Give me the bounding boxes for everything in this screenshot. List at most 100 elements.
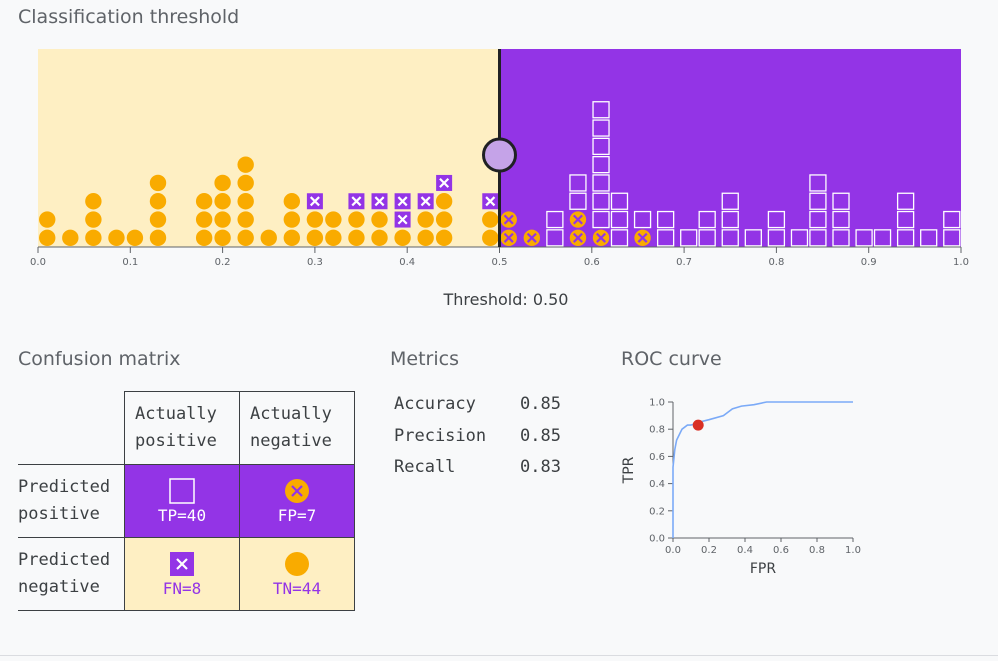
true-positive-mark xyxy=(721,192,739,210)
mark-cross xyxy=(637,232,648,243)
true-positive-mark xyxy=(873,229,892,247)
true-negative-mark xyxy=(435,229,453,247)
true-positive-mark xyxy=(633,210,652,229)
true-positive-mark xyxy=(592,192,610,210)
true-negative-mark xyxy=(85,211,102,228)
negative-circle xyxy=(435,211,453,228)
true-negative-mark xyxy=(108,229,125,247)
cm-row-header-negative-line2: negative xyxy=(18,577,100,597)
true-negative-mark xyxy=(149,229,167,247)
negative-circle xyxy=(348,211,365,228)
positive-crossed-square-icon xyxy=(170,551,194,576)
x-tick-label: 0.1 xyxy=(122,257,138,268)
roc-x-tick-label: 0.4 xyxy=(737,545,753,556)
negative-circle xyxy=(195,193,213,210)
positive-square xyxy=(680,229,698,247)
negative-circle xyxy=(39,229,56,247)
negative-circle xyxy=(237,174,254,192)
positive-square xyxy=(721,229,739,247)
true-negative-mark xyxy=(371,229,388,247)
true-positive-mark xyxy=(546,210,564,229)
cm-row-header-positive-line2: positive xyxy=(18,504,100,524)
negative-crossed-circle-icon xyxy=(285,478,309,503)
true-negative-mark xyxy=(237,156,254,173)
mark-cross xyxy=(572,214,583,225)
positive-square xyxy=(592,137,610,155)
true-positive-mark xyxy=(790,229,809,247)
true-positive-mark xyxy=(809,210,827,229)
positive-square xyxy=(767,229,786,247)
threshold-handle[interactable] xyxy=(482,137,517,173)
true-negative-mark xyxy=(62,229,79,247)
positive-square xyxy=(832,210,850,229)
fp-value: FP=7 xyxy=(277,505,317,525)
negative-circle xyxy=(325,211,342,228)
false-negative-mark xyxy=(348,193,365,210)
roc-x-tick-label: 0.2 xyxy=(701,545,717,556)
true-negative-mark xyxy=(482,229,499,247)
true-negative-mark xyxy=(371,211,388,228)
true-negative-mark xyxy=(260,229,277,247)
negative-circle xyxy=(149,174,167,192)
true-negative-mark xyxy=(214,174,231,192)
true-positive-mark xyxy=(896,229,915,247)
true-positive-mark xyxy=(592,174,610,192)
negative-circle xyxy=(417,211,434,228)
mark-cross xyxy=(503,214,514,225)
roc-y-tick-label: 1.0 xyxy=(649,398,665,409)
true-positive-mark xyxy=(832,210,850,229)
negative-circle xyxy=(283,193,301,210)
negative-circle xyxy=(306,229,324,247)
true-positive-mark xyxy=(592,156,610,174)
mark-cross xyxy=(420,196,431,207)
true-positive-mark xyxy=(569,192,587,210)
positive-square xyxy=(943,229,961,247)
roc-y-tick-label: 0.4 xyxy=(649,479,665,490)
negative-circle xyxy=(371,211,388,228)
negative-circle xyxy=(195,211,213,228)
true-positive-mark xyxy=(767,229,786,247)
cm-corner xyxy=(18,392,125,465)
true-negative-mark xyxy=(149,174,167,192)
mark-cross xyxy=(397,214,408,225)
metric-name: Accuracy xyxy=(394,394,476,414)
false-negative-mark xyxy=(417,193,434,210)
roc-x-tick-label: 0.6 xyxy=(773,545,789,556)
true-negative-mark xyxy=(325,211,342,228)
x-tick-label: 0.6 xyxy=(584,257,600,268)
negative-circle xyxy=(348,229,365,247)
true-negative-mark xyxy=(348,229,365,247)
false-negative-mark xyxy=(482,193,499,210)
roc-y-tick-label: 0.2 xyxy=(649,506,665,517)
true-positive-mark xyxy=(592,210,610,229)
x-tick-label: 0.5 xyxy=(492,257,508,268)
negative-circle xyxy=(62,229,79,247)
negative-circle xyxy=(39,211,56,228)
negative-circle xyxy=(283,229,301,247)
positive-square xyxy=(610,229,629,247)
true-positive-mark xyxy=(592,137,610,155)
false-positive-mark xyxy=(500,211,517,228)
cm-cell-tn: TN=44 xyxy=(239,537,355,611)
mark-cross xyxy=(572,232,583,243)
positive-square xyxy=(832,192,850,210)
positive-square xyxy=(592,156,610,174)
positive-square-icon xyxy=(169,477,195,504)
cm-col-header-negative: Actually negative xyxy=(239,391,355,465)
true-negative-mark xyxy=(39,229,56,247)
tn-value: TN=44 xyxy=(272,578,322,598)
true-negative-mark xyxy=(85,193,102,210)
true-positive-mark xyxy=(809,174,827,192)
metric-value: 0.85 xyxy=(520,394,561,414)
cm-col-header-positive: Actually positive xyxy=(124,391,240,465)
true-positive-mark xyxy=(698,229,716,247)
positive-square xyxy=(721,210,739,229)
positive-square xyxy=(767,210,786,229)
true-positive-mark xyxy=(809,229,827,247)
negative-circle xyxy=(85,211,102,228)
roc-curve-title: ROC curve xyxy=(621,348,722,370)
x-tick-label: 1.0 xyxy=(953,257,969,268)
true-positive-mark xyxy=(896,210,915,229)
true-positive-mark xyxy=(943,210,961,229)
negative-circle-icon xyxy=(285,551,309,576)
